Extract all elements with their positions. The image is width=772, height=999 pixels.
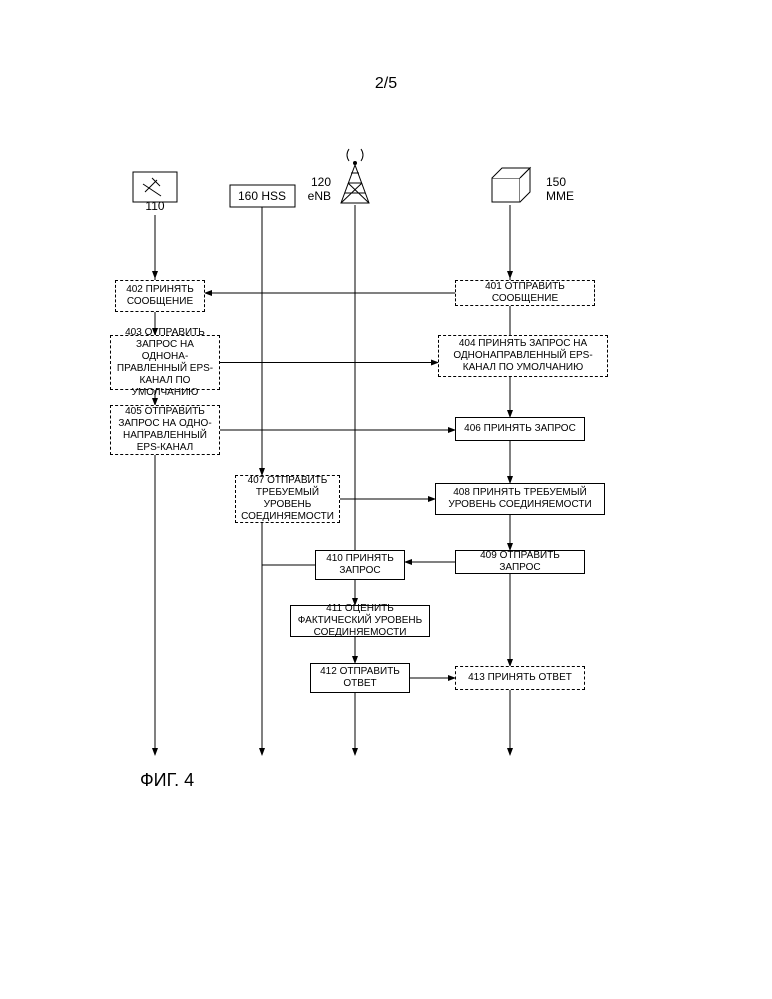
- svg-text:eNB: eNB: [308, 189, 331, 203]
- svg-text:110: 110: [145, 199, 164, 213]
- node-402: 402 ПРИНЯТЬ СООБЩЕНИЕ: [115, 280, 205, 312]
- svg-text:120: 120: [311, 175, 331, 189]
- svg-text:160 HSS: 160 HSS: [238, 189, 286, 203]
- figure-label: ФИГ. 4: [140, 770, 194, 791]
- node-410: 410 ПРИНЯТЬ ЗАПРОС: [315, 550, 405, 580]
- node-406: 406 ПРИНЯТЬ ЗАПРОС: [455, 417, 585, 441]
- diagram-svg: 110 160 HSS 120eNB 150MME: [100, 130, 670, 830]
- diagram-container: 110 160 HSS 120eNB 150MME 401 ОТПРАВИТЬ СОО…: [100, 130, 670, 830]
- node-413: 413 ПРИНЯТЬ ОТВЕТ: [455, 666, 585, 690]
- node-405: 405 ОТПРАВИТЬ ЗАПРОС НА ОДНО-НАПРАВЛЕННЫ…: [110, 405, 220, 455]
- node-412: 412 ОТПРАВИТЬ ОТВЕТ: [310, 663, 410, 693]
- svg-text:150: 150: [546, 175, 566, 189]
- node-403: 403 ОТПРАВИТЬ ЗАПРОС НА ОДНОНА-ПРАВЛЕННЫ…: [110, 335, 220, 390]
- node-409: 409 ОТПРАВИТЬ ЗАПРОС: [455, 550, 585, 574]
- node-401: 401 ОТПРАВИТЬ СООБЩЕНИЕ: [455, 280, 595, 306]
- page-number: 2/5: [375, 75, 397, 93]
- node-411: 411 ОЦЕНИТЬ ФАКТИЧЕСКИЙ УРОВЕНЬ СОЕДИНЯЕ…: [290, 605, 430, 637]
- node-404: 404 ПРИНЯТЬ ЗАПРОС НА ОДНОНАПРАВЛЕННЫЙ E…: [438, 335, 608, 377]
- node-408: 408 ПРИНЯТЬ ТРЕБУЕМЫЙ УРОВЕНЬ СОЕДИНЯЕМО…: [435, 483, 605, 515]
- svg-text:MME: MME: [546, 189, 574, 203]
- node-407: 407 ОТПРАВИТЬ ТРЕБУЕМЫЙ УРОВЕНЬ СОЕДИНЯЕ…: [235, 475, 340, 523]
